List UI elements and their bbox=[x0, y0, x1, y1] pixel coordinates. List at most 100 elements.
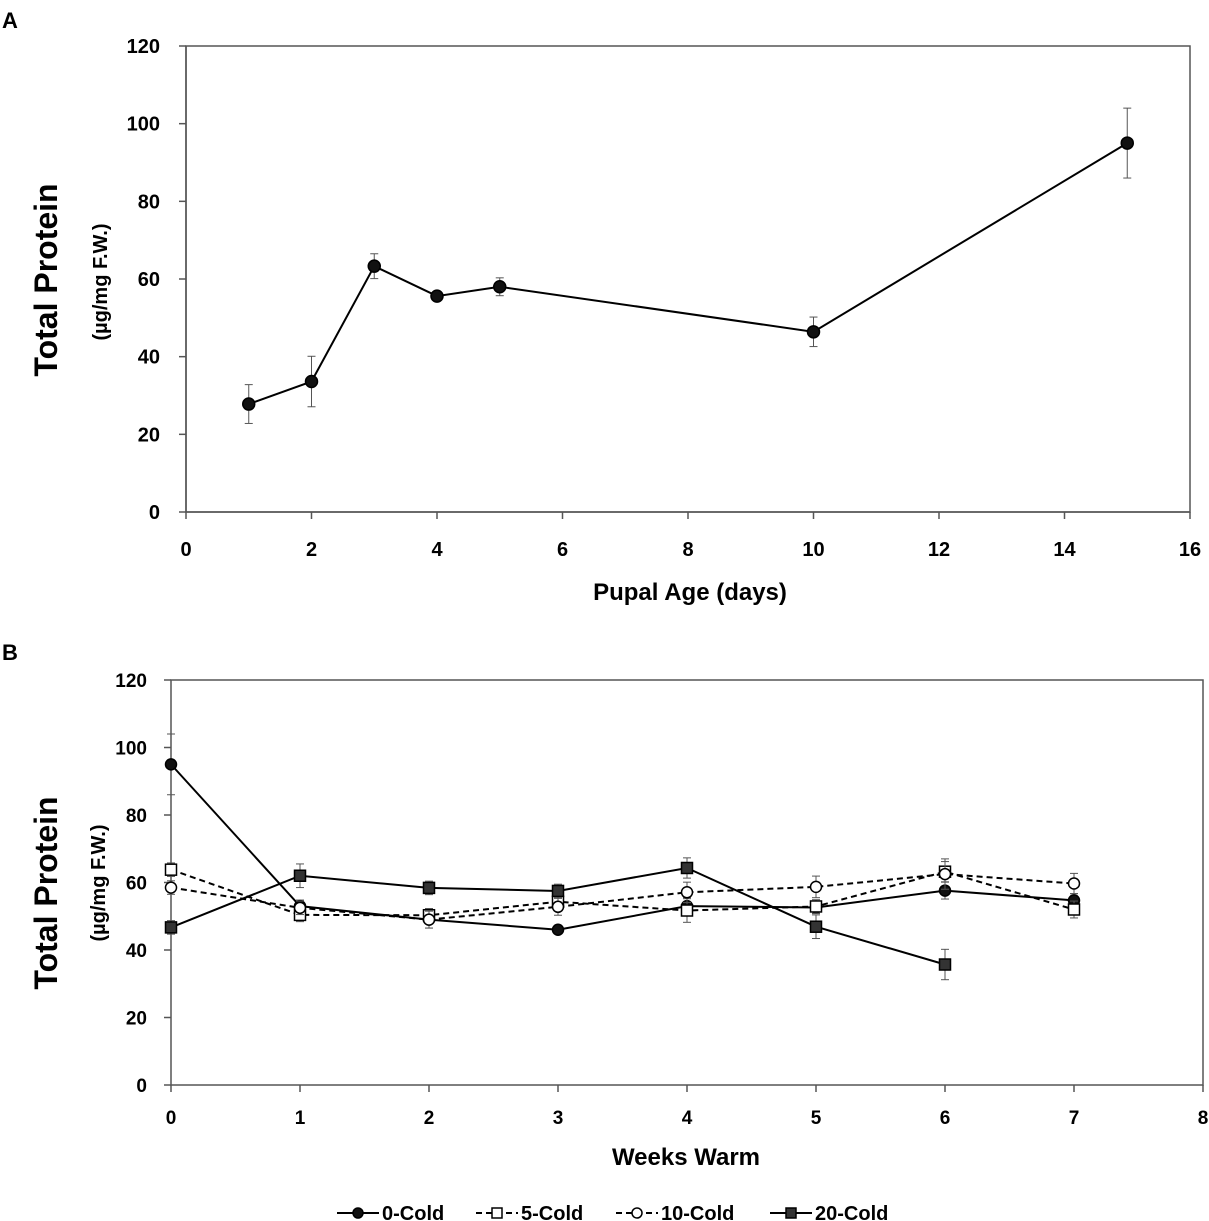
x-tick-label: 8 bbox=[682, 539, 693, 561]
data-point bbox=[1067, 877, 1081, 890]
panel-a-series bbox=[242, 107, 1134, 424]
y-tick-label: 20 bbox=[138, 424, 160, 446]
series-line bbox=[170, 868, 1075, 917]
data-point bbox=[938, 867, 952, 881]
y-tick-label: 60 bbox=[126, 874, 147, 895]
x-tick-label: 7 bbox=[1069, 1108, 1080, 1129]
x-tick-label: 3 bbox=[553, 1108, 564, 1129]
data-point bbox=[491, 1207, 503, 1219]
data-point bbox=[809, 880, 823, 894]
data-point bbox=[164, 921, 178, 934]
y-tick-label: 80 bbox=[138, 191, 160, 213]
panel-a-y-axis-label: Total Protein bbox=[28, 183, 64, 376]
x-tick-label: 6 bbox=[940, 1108, 951, 1129]
data-point bbox=[352, 1207, 364, 1219]
panel-b-chart: B 0 20 40 60 80 100 120 0 1 2 3 4 5 6 7 8 Weeks Warm T… bbox=[2, 640, 1208, 1221]
data-point bbox=[680, 904, 694, 917]
data-point bbox=[680, 886, 694, 899]
legend-label: 10-Cold bbox=[661, 1203, 734, 1221]
panel-b-y-ticks: 0 20 40 60 80 100 120 bbox=[115, 671, 171, 1097]
data-point bbox=[806, 325, 821, 339]
panel-b-x-axis-label: Weeks Warm bbox=[612, 1144, 760, 1171]
series-line bbox=[248, 142, 1128, 405]
data-point bbox=[242, 397, 256, 411]
data-point bbox=[293, 869, 307, 882]
data-point bbox=[293, 901, 307, 915]
data-point bbox=[164, 758, 178, 771]
x-tick-label: 2 bbox=[424, 1108, 435, 1129]
x-tick-label: 5 bbox=[811, 1108, 822, 1129]
x-tick-label: 4 bbox=[431, 539, 443, 561]
legend-label: 5-Cold bbox=[521, 1203, 583, 1221]
panel-b-label: B bbox=[2, 640, 18, 665]
data-point bbox=[422, 881, 436, 895]
y-tick-label: 80 bbox=[126, 806, 147, 827]
panel-b-y-axis-label: Total Protein bbox=[28, 796, 64, 989]
data-point bbox=[785, 1207, 797, 1219]
data-point bbox=[164, 881, 178, 894]
legend-label: 20-Cold bbox=[815, 1203, 888, 1221]
data-point bbox=[164, 863, 178, 876]
data-point bbox=[551, 884, 565, 898]
panel-a-x-ticks: 0 2 4 6 8 10 12 14 16 bbox=[180, 512, 1201, 561]
data-point bbox=[1120, 136, 1134, 150]
data-point bbox=[809, 900, 823, 913]
panel-a-frame bbox=[185, 45, 1191, 513]
panel-b-y-axis-label-group: Total Protein bbox=[28, 796, 64, 989]
y-tick-label: 0 bbox=[149, 502, 160, 524]
legend-label: 0-Cold bbox=[382, 1203, 444, 1221]
data-point bbox=[551, 900, 565, 914]
x-tick-label: 2 bbox=[306, 539, 317, 561]
data-point bbox=[551, 923, 565, 936]
series-10-cold bbox=[164, 858, 1081, 929]
panel-a-y-axis-unit-group: (µg/mg F.W.) bbox=[90, 223, 112, 340]
panel-a-y-axis-unit: (µg/mg F.W.) bbox=[90, 223, 112, 340]
series-total-protein bbox=[242, 107, 1134, 424]
x-tick-label: 6 bbox=[557, 539, 568, 561]
panel-b-y-axis-unit: (µg/mg F.W.) bbox=[88, 824, 110, 941]
data-point bbox=[304, 374, 319, 389]
panel-b-series bbox=[164, 733, 1081, 981]
x-tick-label: 0 bbox=[180, 539, 191, 561]
y-tick-label: 100 bbox=[115, 739, 147, 760]
panel-b-y-axis-unit-group: (µg/mg F.W.) bbox=[88, 824, 110, 941]
x-tick-label: 0 bbox=[166, 1108, 177, 1129]
y-tick-label: 120 bbox=[115, 671, 147, 692]
data-point bbox=[631, 1207, 643, 1219]
x-tick-label: 1 bbox=[295, 1108, 306, 1129]
x-tick-label: 14 bbox=[1053, 539, 1076, 561]
x-tick-label: 16 bbox=[1179, 539, 1201, 561]
legend-entry: 20-Cold bbox=[770, 1203, 888, 1221]
panel-a-chart: A 0 20 40 60 80 100 120 0 2 4 6 8 10 12 14 16 Pupal Ag… bbox=[2, 8, 1201, 606]
panel-a-label: A bbox=[2, 8, 18, 33]
data-point bbox=[1067, 903, 1081, 916]
panel-a-y-axis-label-group: Total Protein bbox=[28, 183, 64, 376]
legend-entry: 5-Cold bbox=[476, 1203, 583, 1221]
data-point bbox=[809, 920, 823, 933]
legend-entry: 10-Cold bbox=[616, 1203, 734, 1221]
y-tick-label: 40 bbox=[126, 941, 147, 962]
x-tick-label: 12 bbox=[928, 539, 950, 561]
data-point bbox=[938, 958, 952, 971]
y-tick-label: 100 bbox=[127, 114, 160, 136]
series-line bbox=[170, 763, 1075, 931]
series-20-cold bbox=[164, 857, 952, 981]
data-point bbox=[430, 289, 444, 303]
series-line bbox=[170, 873, 1075, 921]
x-tick-label: 10 bbox=[802, 539, 824, 561]
series-line bbox=[170, 866, 946, 966]
x-tick-label: 8 bbox=[1198, 1108, 1209, 1129]
y-tick-label: 120 bbox=[127, 36, 160, 58]
y-tick-label: 60 bbox=[138, 269, 160, 291]
data-point bbox=[493, 280, 507, 294]
panel-b-x-ticks: 0 1 2 3 4 5 6 7 8 bbox=[166, 1085, 1209, 1129]
data-point bbox=[422, 913, 436, 926]
y-tick-label: 20 bbox=[126, 1009, 147, 1030]
panel-a-y-ticks: 0 20 40 60 80 100 120 bbox=[127, 36, 186, 524]
x-tick-label: 4 bbox=[682, 1108, 693, 1129]
y-tick-label: 40 bbox=[138, 347, 160, 369]
legend-entry: 0-Cold bbox=[337, 1203, 444, 1221]
y-tick-label: 0 bbox=[136, 1076, 147, 1097]
data-point bbox=[680, 861, 694, 875]
